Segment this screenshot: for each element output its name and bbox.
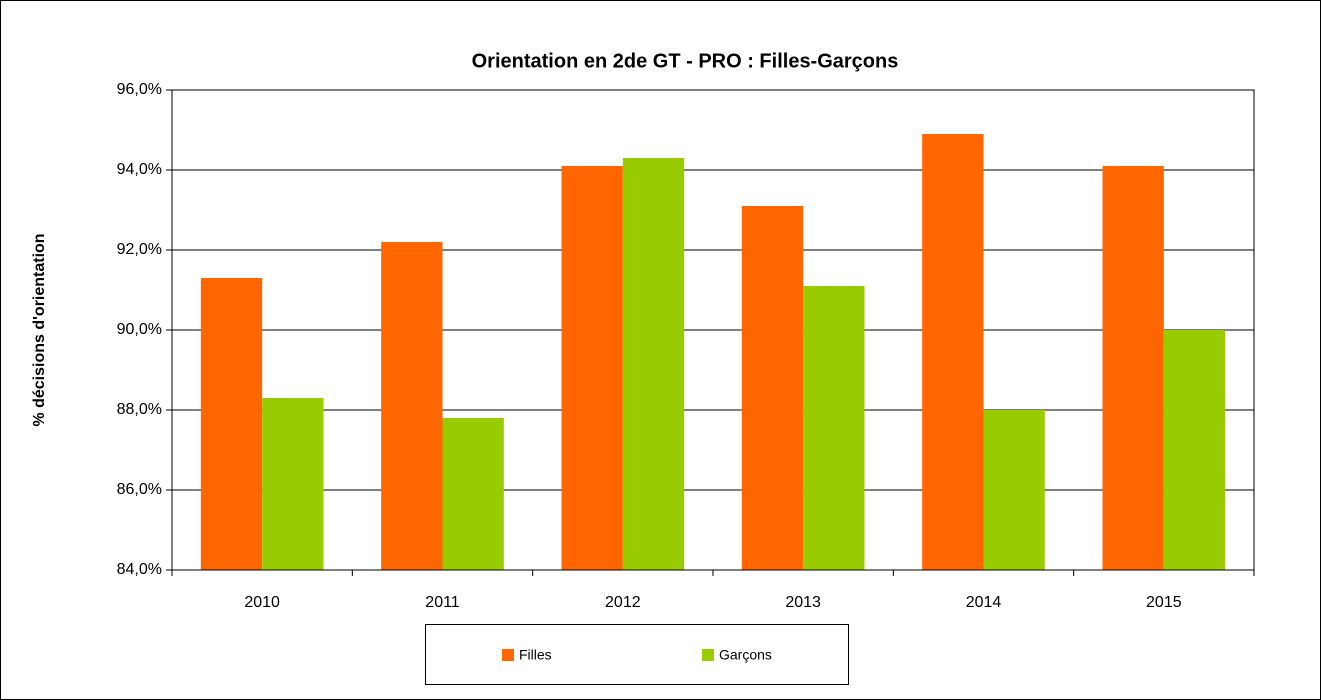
legend-swatch (702, 649, 714, 661)
y-tick-label: 86,0% (117, 481, 162, 498)
bar (561, 166, 623, 570)
y-tick-label: 88,0% (117, 401, 162, 418)
bar (442, 418, 504, 570)
x-tick-label: 2010 (244, 594, 280, 611)
bar (983, 410, 1045, 570)
x-tick-label: 2011 (425, 594, 460, 611)
y-tick-label: 92,0% (117, 241, 162, 258)
y-tick-label: 90,0% (117, 321, 162, 338)
bar (1102, 166, 1164, 570)
x-tick-label: 2015 (1146, 594, 1182, 611)
bar (1163, 330, 1226, 570)
x-tick-label: 2013 (785, 594, 821, 611)
y-axis-label: % décisions d'orientation (31, 233, 48, 426)
y-tick-label: 94,0% (117, 161, 162, 178)
bar (200, 278, 263, 570)
x-tick-label: 2014 (966, 594, 1002, 611)
bar (262, 398, 324, 570)
legend-label: Filles (519, 647, 552, 663)
chart-title: Orientation en 2de GT - PRO : Filles-Gar… (472, 50, 899, 72)
legend-box (425, 624, 849, 685)
bar (803, 286, 865, 570)
y-tick-label: 84,0% (117, 561, 162, 578)
bar (922, 134, 984, 570)
bar (381, 242, 443, 570)
legend-label: Garçons (719, 647, 772, 663)
bar (622, 158, 685, 570)
x-tick-label: 2012 (605, 594, 641, 611)
legend-swatch (502, 649, 514, 661)
y-tick-label: 96,0% (117, 81, 162, 98)
bar (741, 206, 804, 570)
